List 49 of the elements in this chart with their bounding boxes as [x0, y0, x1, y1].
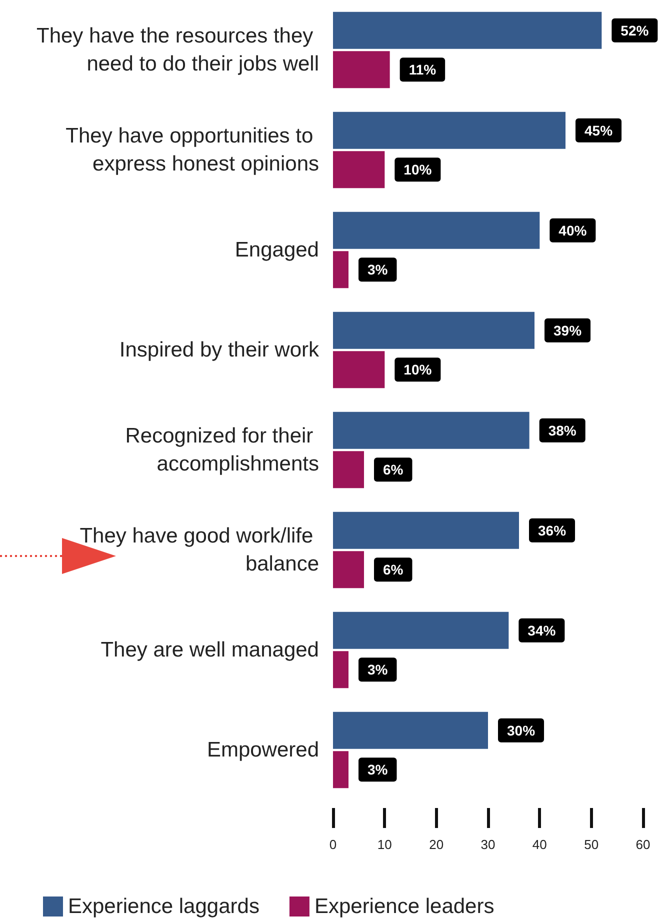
data-label: 36%	[538, 522, 567, 538]
data-label: 6%	[383, 462, 404, 478]
data-label: 52%	[620, 22, 650, 38]
bar	[333, 512, 519, 549]
x-tick-label: 0	[329, 837, 337, 852]
bar	[333, 251, 348, 288]
data-label: 30%	[507, 722, 536, 738]
data-label: 40%	[558, 222, 588, 238]
y-tick-label: They have opportunities to express honest opinions	[66, 124, 319, 176]
bar	[333, 112, 566, 149]
data-label: 39%	[554, 322, 582, 338]
y-tick-label: Empowered	[206, 738, 319, 762]
x-tick-label: 40	[532, 837, 547, 852]
data-label: 45%	[584, 122, 614, 138]
y-tick-label: Inspired by their work	[119, 338, 320, 362]
bar	[333, 751, 348, 788]
data-label: 38%	[548, 422, 577, 438]
y-tick-label: They have good work/life balance	[80, 524, 319, 576]
data-label: 11%	[408, 62, 437, 78]
data-label: 34%	[528, 622, 556, 638]
data-label: 3%	[368, 762, 388, 778]
y-tick-label: They are well managed	[100, 638, 319, 662]
bar	[333, 451, 364, 488]
x-tick-label: 20	[429, 837, 444, 852]
data-label: 3%	[368, 662, 388, 678]
legend-label: Experience leaders	[314, 895, 494, 918]
x-tick-label: 10	[377, 837, 392, 852]
bar	[333, 151, 385, 188]
bar	[333, 651, 348, 688]
bar	[333, 51, 390, 88]
bar	[333, 551, 364, 588]
data-label: 6%	[383, 562, 404, 578]
bar	[333, 212, 540, 249]
bar	[333, 351, 385, 388]
x-tick-label: 60	[636, 837, 650, 852]
y-tick-label: Engaged	[234, 238, 319, 262]
data-label: 10%	[404, 362, 432, 378]
y-tick-label: Recognized for their accomplishments	[125, 424, 319, 476]
data-label: 3%	[368, 262, 388, 278]
x-tick-label: 30	[480, 837, 496, 852]
y-tick-label: They have the resources they need to do their jobs well	[36, 24, 319, 76]
bar	[333, 412, 530, 449]
legend-label: Experience laggards	[68, 895, 260, 918]
bar	[333, 12, 602, 49]
x-tick-label: 50	[584, 837, 599, 852]
bar	[333, 712, 488, 749]
bar	[333, 612, 509, 649]
data-label: 10%	[404, 162, 432, 178]
bar	[333, 312, 534, 349]
